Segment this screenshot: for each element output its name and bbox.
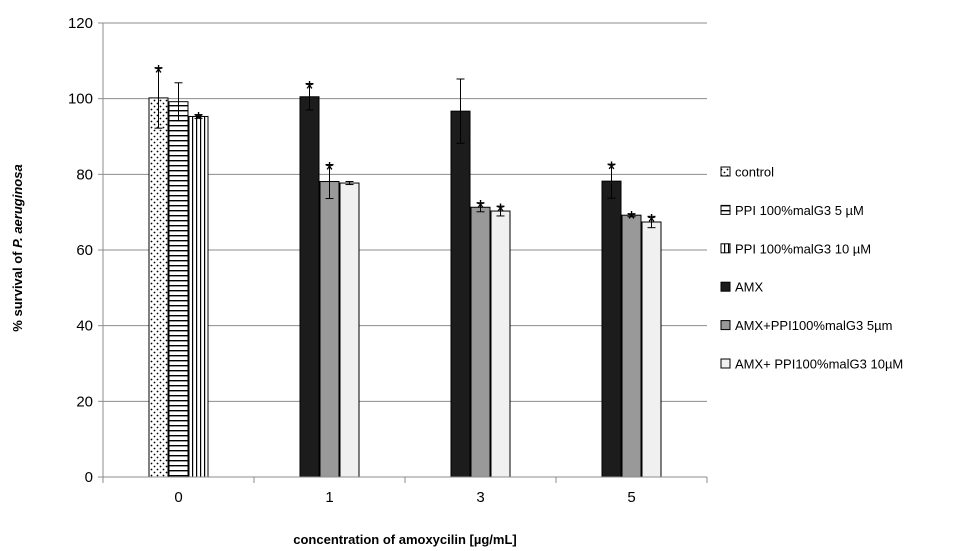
legend: control PPI 100%malG3 5 µM PPI 100%malG3 1… [720, 165, 903, 372]
x-tick-label: 3 [476, 489, 484, 506]
legend-swatch [720, 281, 731, 292]
x-axis-title: concentration of amoxycilin [µg/mL] [293, 532, 516, 547]
bar [319, 181, 340, 478]
y-tick-label: 100 [68, 91, 93, 108]
legend-label: PPI 100%malG3 5 µM [735, 203, 864, 218]
y-tick-label: 20 [76, 393, 93, 410]
significance-marker: * [154, 61, 163, 86]
y-tick-label: 120 [68, 15, 93, 32]
x-tick-label: 1 [325, 489, 333, 506]
bar [188, 115, 209, 478]
legend-swatch [720, 358, 731, 369]
x-tick-label: 5 [627, 489, 635, 506]
legend-label: AMX+ PPI100%malG3 10µM [735, 357, 903, 372]
legend-label: AMX+PPI100%malG3 5µm [735, 318, 892, 333]
bar [299, 96, 320, 478]
legend-label: AMX [735, 280, 764, 295]
significance-marker: * [627, 207, 636, 232]
y-axis-title-organism: P. aeruginosa [10, 164, 25, 248]
significance-marker: * [607, 157, 616, 182]
significance-marker: * [305, 77, 314, 102]
bar [490, 210, 511, 478]
bar [470, 206, 491, 478]
bar [148, 97, 169, 478]
bar [621, 214, 642, 478]
y-tick-label: 80 [76, 166, 93, 183]
bars: * * * * * * * * * [148, 61, 662, 478]
significance-marker: * [476, 196, 485, 221]
bar [168, 101, 189, 478]
axes [102, 23, 708, 483]
significance-marker: * [194, 108, 203, 133]
legend-label: PPI 100%malG3 10 µM [735, 241, 871, 256]
significance-marker: * [496, 199, 505, 224]
legend-swatch [720, 166, 731, 177]
x-tick-labels: 0 1 3 5 [174, 489, 635, 506]
y-tick-labels: 0 20 40 60 80 100 120 [68, 15, 93, 486]
bar [641, 221, 662, 478]
significance-marker: * [647, 209, 656, 234]
significance-marker: * [325, 157, 334, 182]
x-tick-label: 0 [174, 489, 182, 506]
legend-swatch [720, 243, 731, 254]
bar [601, 180, 622, 478]
legend-label: control [735, 165, 774, 180]
y-tick-label: 0 [85, 469, 93, 486]
bar [450, 110, 471, 478]
y-tick-label: 60 [76, 242, 93, 259]
y-axis-title-prefix: % survival of [10, 248, 25, 332]
y-axis-title: % survival of P. aeruginosa [10, 164, 25, 331]
legend-swatch [720, 320, 731, 331]
legend-swatch [720, 204, 731, 215]
bar [339, 182, 360, 478]
y-tick-label: 40 [76, 318, 93, 335]
